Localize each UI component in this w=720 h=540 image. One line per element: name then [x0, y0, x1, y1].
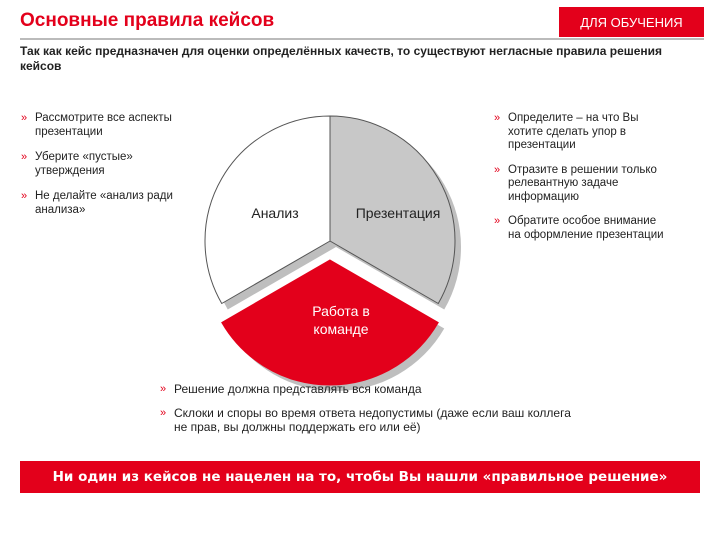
rule-text: Склоки и споры во время ответа недопусти… — [174, 406, 571, 434]
list-item: » Определите – на что Вы хотите сделать у… — [493, 112, 668, 153]
list-item: » Решение должна представлять вся команда — [159, 382, 579, 396]
segment-teamwork-label-line2: команде — [313, 321, 368, 337]
list-item: » Не делайте «анализ ради анализа» — [20, 190, 205, 217]
training-badge: ДЛЯ ОБУЧЕНИЯ — [559, 7, 704, 37]
double-chevron-icon: » — [160, 407, 167, 419]
list-item: » Склоки и споры во время ответа недопуст… — [159, 406, 579, 434]
page-title: Основные правила кейсов — [20, 10, 275, 31]
rule-text: Определите – на что Вы хотите сделать уп… — [508, 112, 639, 151]
list-item: » Отразите в решении только релевантную з… — [493, 164, 668, 205]
rule-text: Не делайте «анализ ради анализа» — [35, 190, 173, 216]
segment-presentation — [329, 115, 456, 305]
double-chevron-icon: » — [21, 112, 28, 124]
double-chevron-icon: » — [494, 215, 501, 227]
page-subtitle: Так как кейс предназначен для оценки опр… — [20, 44, 663, 73]
key-message-banner: Ни один из кейсов не нацелен на то, чтоб… — [20, 461, 700, 493]
rule-text: Рассмотрите все аспекты презентации — [35, 112, 172, 138]
team-rules-list: » Решение должна представлять вся команда… — [159, 382, 579, 444]
double-chevron-icon: » — [160, 383, 167, 395]
list-item: » Рассмотрите все аспекты презентации — [20, 112, 205, 139]
double-chevron-icon: » — [494, 112, 501, 124]
list-item: » Уберите «пустые» утверждения — [20, 151, 205, 178]
rule-text: Решение должна представлять вся команда — [174, 382, 422, 396]
segment-analysis — [204, 115, 331, 305]
title-divider — [20, 38, 704, 40]
segment-teamwork-label-line1: Работа в — [312, 303, 370, 319]
segment-presentation-label: Презентация — [356, 205, 441, 221]
double-chevron-icon: » — [21, 190, 28, 202]
rule-text: Уберите «пустые» утверждения — [35, 151, 133, 177]
double-chevron-icon: » — [21, 151, 28, 163]
rule-text: Обратите особое внимание на оформление п… — [508, 215, 664, 241]
segment-analysis-label: Анализ — [251, 205, 298, 221]
list-item: » Обратите особое внимание на оформление … — [493, 215, 668, 242]
right-rules-list: » Определите – на что Вы хотите сделать у… — [493, 112, 668, 253]
left-rules-list: » Рассмотрите все аспекты презентации » Уб… — [20, 112, 205, 229]
segment-teamwork — [221, 259, 439, 386]
double-chevron-icon: » — [494, 163, 501, 176]
rule-text: Отразите в решении только релевантную за… — [508, 163, 657, 203]
